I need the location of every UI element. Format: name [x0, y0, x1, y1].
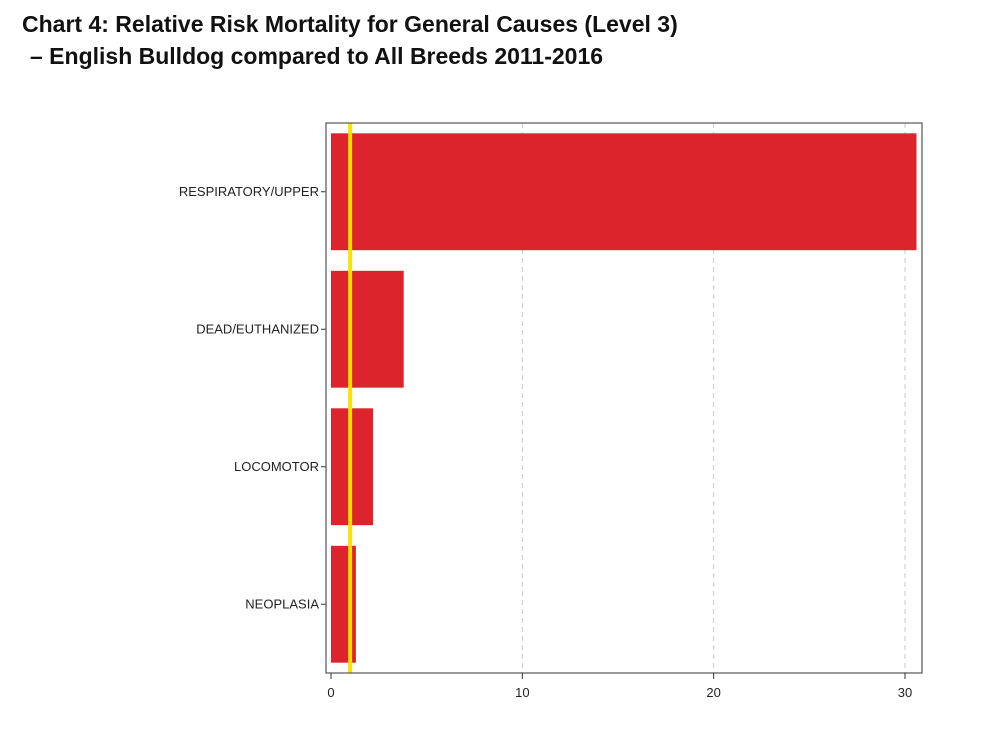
bar-respiratory-upper	[331, 133, 917, 251]
y-tick-label: DEAD/EUTHANIZED	[196, 321, 319, 336]
bar-dead-euthanized	[331, 270, 404, 388]
x-tick-label: 0	[327, 685, 334, 700]
x-tick-label: 20	[706, 685, 720, 700]
chart-title: Chart 4: Relative Risk Mortality for Gen…	[22, 8, 678, 72]
y-tick-label: NEOPLASIA	[245, 596, 319, 611]
x-tick-label: 30	[898, 685, 912, 700]
chart-title-line-1: Chart 4: Relative Risk Mortality for Gen…	[22, 11, 678, 37]
plot-frame	[325, 122, 923, 674]
bar-neoplasia	[331, 545, 356, 663]
chart-title-line-2: – English Bulldog compared to All Breeds…	[30, 43, 604, 69]
x-tick-label: 10	[515, 685, 529, 700]
y-tick-label: LOCOMOTOR	[234, 459, 319, 474]
y-tick-label: RESPIRATORY/UPPER	[179, 184, 319, 199]
